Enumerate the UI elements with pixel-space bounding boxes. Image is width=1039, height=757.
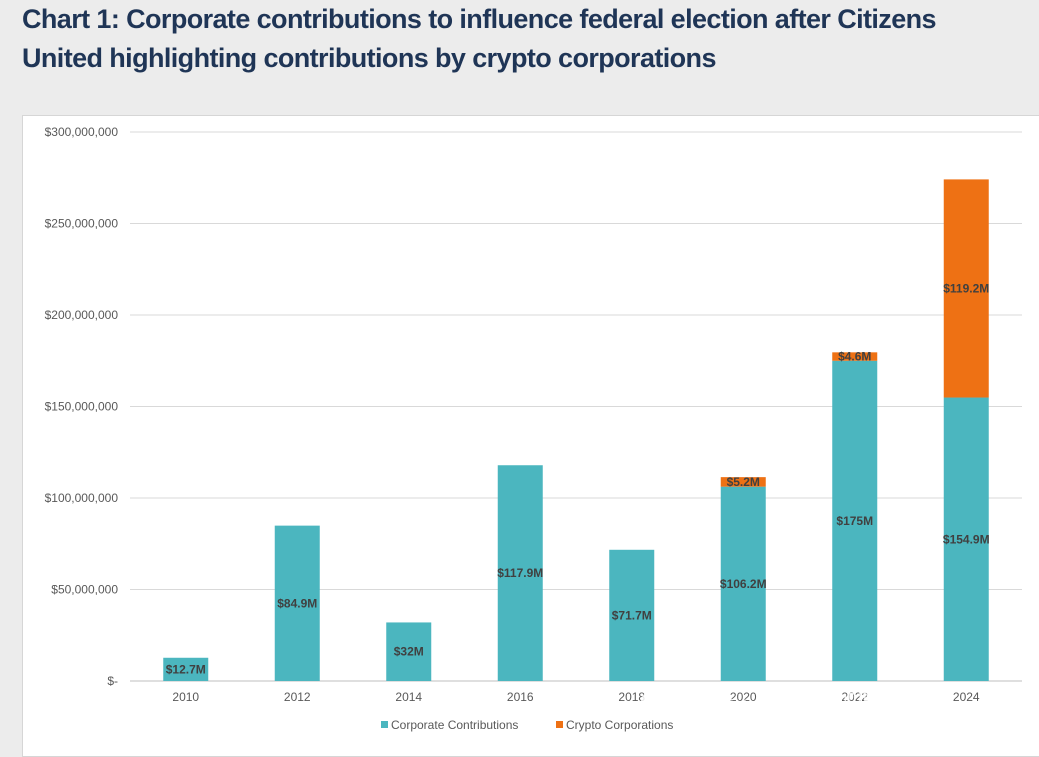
data-label: $154.9M [943, 532, 990, 546]
legend: Corporate Contributions Crypto Corporatio… [381, 718, 673, 732]
watermark-line1: 公众号 · C Labs 加密观察 [668, 690, 924, 715]
y-tick-label: $- [107, 674, 118, 688]
wechat-icon [641, 692, 659, 710]
bars: $12.7M $84.9M $32M $117.9M $71.7M $106.2M $5.2… [163, 179, 990, 681]
gridlines [130, 131, 1022, 682]
bar-corporate-2024 [943, 397, 989, 681]
bar-crypto-2024 [943, 179, 989, 398]
bar-corporate-2016 [497, 465, 543, 681]
x-tick-label: 2012 [284, 690, 311, 704]
bar-crypto-2020 [720, 477, 766, 487]
y-tick-label: $300,000,000 [45, 125, 119, 139]
data-label: $119.2M [943, 281, 989, 295]
watermark-line2: @Demir C Labs [856, 712, 1002, 734]
data-label: $32M [394, 645, 424, 659]
legend-swatch [381, 721, 388, 728]
x-tick-label: 2024 [953, 690, 980, 704]
bar-crypto-2022 [832, 352, 878, 361]
x-tick-label: 2020 [730, 690, 757, 704]
data-label: $5.2M [727, 475, 760, 489]
y-tick-label: $50,000,000 [51, 583, 118, 597]
y-axis-ticks: $- $50,000,000 $100,000,000 $150,000,000 $20… [45, 125, 119, 688]
y-tick-label: $200,000,000 [45, 308, 119, 322]
x-axis-ticks: 2010 2012 2014 2016 2018 2020 2022 2024 [172, 690, 980, 704]
data-label: $106.2M [720, 577, 767, 591]
data-label: $175M [836, 514, 873, 528]
bar-corporate-2020 [720, 486, 766, 681]
y-tick-label: $100,000,000 [45, 491, 119, 505]
bar-corporate-2022 [832, 360, 878, 681]
legend-swatch [556, 721, 563, 728]
x-tick-label: 2016 [507, 690, 534, 704]
data-label: $117.9M [497, 566, 543, 580]
chart-title: Chart 1: Corporate contributions to infl… [22, 0, 1022, 78]
bar-corporate-2010 [163, 657, 209, 681]
x-tick-label: 2010 [172, 690, 199, 704]
y-tick-label: $250,000,000 [45, 217, 119, 231]
bar-corporate-2018 [609, 549, 655, 681]
x-tick-label: 2018 [618, 690, 645, 704]
x-tick-label: 2022 [841, 690, 868, 704]
watermark: 公众号 · C Labs 加密观察@Demir C Labs [641, 690, 1002, 734]
legend-label: Corporate Contributions [391, 718, 518, 732]
chart-title-line1: Chart 1: Corporate contributions to infl… [22, 4, 937, 34]
legend-label: Crypto Corporations [566, 718, 673, 732]
bar-corporate-2012 [274, 525, 320, 681]
data-label: $84.9M [277, 596, 317, 610]
data-label: $71.7M [612, 608, 652, 622]
diamond-icon [832, 712, 852, 732]
y-tick-label: $150,000,000 [45, 400, 119, 414]
data-label: $4.6M [838, 350, 871, 364]
bar-corporate-2014 [386, 622, 432, 681]
chart-title-line2: United highlighting contributions by cry… [22, 43, 716, 73]
data-label: $12.7M [166, 662, 206, 676]
x-tick-label: 2014 [395, 690, 422, 704]
